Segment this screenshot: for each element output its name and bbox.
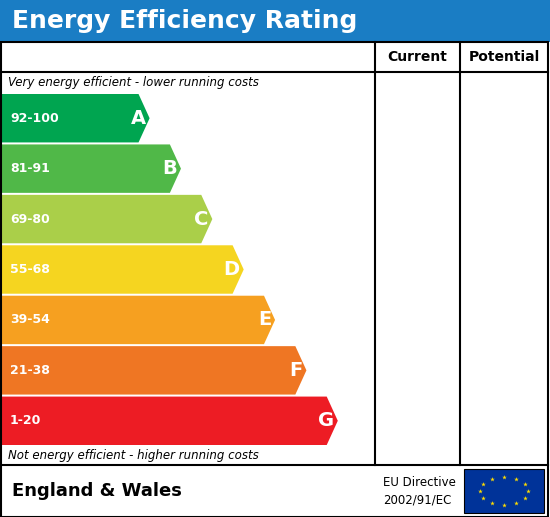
Polygon shape [2, 296, 275, 344]
Text: 55-68: 55-68 [10, 263, 50, 276]
Polygon shape [2, 397, 338, 445]
Text: D: D [223, 260, 240, 279]
Polygon shape [2, 346, 306, 394]
Polygon shape [2, 94, 150, 142]
Text: Potential: Potential [469, 50, 540, 64]
Text: 1-20: 1-20 [10, 414, 41, 427]
Text: A: A [130, 109, 146, 128]
Bar [0, 0, 550, 42]
Text: F: F [289, 361, 302, 380]
Text: Current: Current [388, 50, 448, 64]
Text: 92-100: 92-100 [10, 112, 59, 125]
Text: England & Wales: England & Wales [12, 482, 182, 500]
Text: Very energy efficient - lower running costs: Very energy efficient - lower running co… [8, 76, 259, 89]
Text: 69-80: 69-80 [10, 212, 49, 225]
Text: 81-91: 81-91 [10, 162, 50, 175]
Bar [464, 469, 544, 513]
Text: B: B [162, 159, 177, 178]
Text: E: E [258, 310, 271, 329]
Text: 21-38: 21-38 [10, 364, 50, 377]
Text: C: C [194, 209, 208, 229]
Text: EU Directive
2002/91/EC: EU Directive 2002/91/EC [383, 476, 456, 507]
Text: 39-54: 39-54 [10, 313, 50, 326]
Text: Not energy efficient - higher running costs: Not energy efficient - higher running co… [8, 449, 258, 462]
Text: Energy Efficiency Rating: Energy Efficiency Rating [12, 9, 358, 33]
Text: G: G [318, 412, 334, 430]
Polygon shape [2, 245, 244, 294]
Polygon shape [2, 144, 181, 193]
Polygon shape [2, 195, 212, 244]
